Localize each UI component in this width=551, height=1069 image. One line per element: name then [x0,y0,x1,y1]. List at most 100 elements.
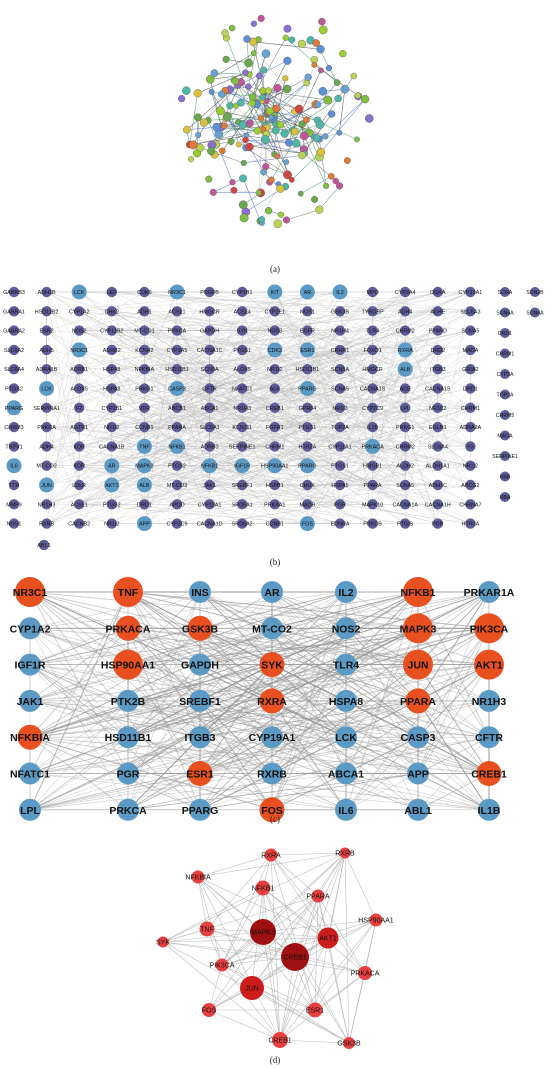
panel-d-node [307,1002,323,1018]
panel-b-node [41,286,52,298]
panel-a-node [207,147,216,156]
panel-b-node [74,518,85,529]
panel-c-node [403,577,433,607]
panel-a-node [222,55,230,64]
panel-b-node-label: NR1I3 [332,406,347,412]
panel-b-edge [242,311,373,370]
panel-b-edge [144,484,308,505]
panel-b-node [139,306,150,317]
panel-b-node [41,460,52,471]
panel-c-node [261,726,283,749]
panel-b-node [139,344,150,356]
panel-b-node-label: GABRB3 [3,290,25,296]
panel-b-node [204,518,215,529]
panel-c-node-label: LCK [335,732,357,744]
panel-d-edge [162,852,346,943]
panel-b-node [367,460,378,471]
panel-a-edge [220,110,281,126]
panel-b-node-label: CYP19A1 [459,290,483,296]
panel-a-node [268,176,275,184]
panel-b-node [8,499,20,510]
panel-b-node [397,361,413,377]
panel-d-edge [262,931,281,1041]
panel-b-node [139,286,150,298]
panel-b-node [74,441,85,452]
panel-a-edge [248,39,259,87]
panel-b-node-label: ABCB1 [168,406,186,412]
panel-c-node-label: PTK2B [111,696,146,708]
panel-a-node [259,94,266,101]
panel-b-node [269,364,280,375]
panel-b-node [8,306,20,317]
panel-c-edge [29,700,490,774]
panel-a-node [235,141,242,148]
panel-b-node-label: NOS1 [300,309,315,315]
panel-a-node [277,211,284,218]
panel-d-node [358,966,372,980]
panel-b-node [367,364,378,375]
panel-d-edge [197,876,281,1041]
panel-b-node [400,402,411,413]
panel-d-node-label: FOS [202,1008,217,1015]
panel-b-node [204,421,215,433]
panel-b-node-label: MAOB [299,502,315,508]
panel-d-edge [294,956,350,1044]
panel-b-label: (b) [270,557,281,567]
panel-b-node-label: TOP2A [497,393,514,399]
panel-a-node [230,186,238,194]
panel-b-node [136,438,152,454]
panel-a-node [318,87,328,96]
panel-b-node-label: ADRA1B [36,367,58,373]
panel-b-edge [372,330,471,351]
panel-a-node [272,104,281,113]
panel-b-node [106,325,118,336]
panel-d-edge [270,852,346,856]
panel-a-edge [242,178,261,222]
panel-a-node [354,92,362,99]
panel-b-node-label: DRD2 [430,348,445,354]
panel-c-node-label: ABCA1 [328,769,364,781]
panel-c-node [478,726,500,749]
panel-b-node [302,441,313,452]
panel-a-node [315,205,324,214]
panel-b-node [8,441,20,452]
panel-b-node-label: NR1H4 [331,329,349,335]
panel-b-node-label: SCN5A [201,367,219,373]
panel-b-edge [307,311,406,466]
panel-c-edge [29,773,201,811]
panel-a-node [222,112,232,121]
panel-b-node [139,402,150,413]
panel-d-node [215,958,229,972]
panel-b-node [237,286,248,298]
panel-c-node [19,689,41,712]
panel-b-node-label: PGR [432,522,444,528]
panel-d-node-label: CREB1 [268,1038,291,1045]
panel-b-node-label: IL2 [336,290,344,296]
panel-b-network: GABRB3 ADH1B LCK LEP CDK6 NR3C1 PDGFB CYP1B1 KIT… [3,284,544,551]
panel-d-edge [279,1039,350,1044]
panel-b-node [136,458,152,474]
panel-b-node-label: RXRA [398,348,413,354]
panel-b-node [139,383,150,394]
panel-b-node [8,479,20,491]
panel-b-node-label: FOS [302,522,313,528]
panel-b-node [367,383,378,394]
panel-b-node [41,364,52,375]
panel-c-edge [29,591,347,629]
panel-b-edge [339,446,406,466]
panel-b-edge [274,349,406,447]
panel-a-node [282,75,289,82]
panel-b-node-label: SLC6A2 [4,348,24,354]
panel-b-node-label: PRKG1 [135,387,153,393]
panel-d-edge [344,852,377,921]
panel-d-node-label: ESR1 [306,1008,324,1015]
panel-c-node [403,613,433,644]
panel-b-edge [307,330,471,505]
panel-b-node-label: ADRB2 [103,348,121,354]
panel-d-edge [262,887,366,974]
panel-a-node [280,129,289,138]
panel-c-node [407,798,429,821]
panel-b-edge [209,465,438,505]
panel-c-node-label: JUN [407,660,428,672]
panel-d-node [339,847,351,859]
